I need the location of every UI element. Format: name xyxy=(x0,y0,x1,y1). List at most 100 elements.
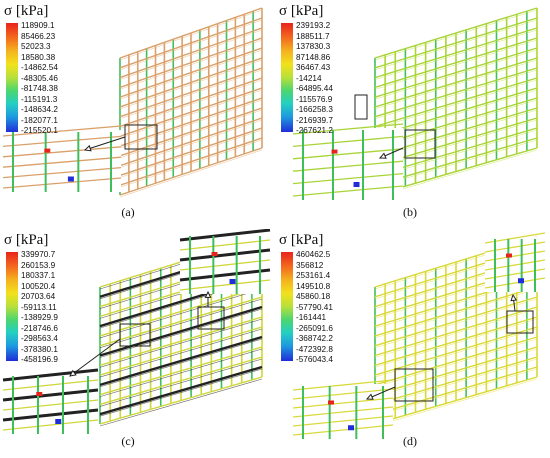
zoom-ledger xyxy=(292,135,404,148)
arrow-head xyxy=(510,293,518,302)
scaffold-ledger xyxy=(99,328,263,378)
legend-tick: 45860.18 xyxy=(296,292,331,301)
scaffold-ledger xyxy=(99,296,263,347)
zoom-ledger xyxy=(2,419,99,431)
zoom-ledger xyxy=(2,388,99,402)
scaffold-render xyxy=(2,7,263,198)
scaffold-ledger xyxy=(374,368,538,417)
pointer-arrow xyxy=(84,136,126,151)
zoom-ledger xyxy=(292,406,394,418)
scaffold-ledger xyxy=(99,286,263,337)
zoom-ledger xyxy=(2,368,99,382)
scaffold-ledger xyxy=(119,147,263,196)
scaffold-ledger xyxy=(119,57,263,108)
color-scale-bar xyxy=(281,23,293,132)
scaffold-ledger xyxy=(99,348,263,397)
color-scale-bar xyxy=(6,23,18,132)
panel-d: σ [kPa] 460462.5 356812 253161.4 149510.… xyxy=(275,229,550,458)
scaffold-ledger xyxy=(119,17,263,69)
scaffold-ledger xyxy=(99,358,263,407)
scaffold-ledger xyxy=(374,366,538,415)
scaffold-ledger xyxy=(374,67,538,118)
scaffold-ledger xyxy=(119,7,263,59)
scaffold-ledger xyxy=(374,57,538,108)
panel-caption: (b) xyxy=(403,205,417,219)
legend-tick: 18580.38 xyxy=(21,52,56,62)
scaffold-ledger xyxy=(119,49,263,100)
scaffold-ledger xyxy=(374,37,538,89)
panel-caption: (d) xyxy=(403,434,417,448)
legend-tick: -161441 xyxy=(296,313,327,322)
zoom-ledger xyxy=(179,279,271,291)
legend-unit: σ [kPa] xyxy=(279,232,324,248)
highlight-box xyxy=(404,129,436,159)
scaffold-render xyxy=(292,232,546,439)
scaffold-ledger xyxy=(119,109,263,159)
max-stress-marker xyxy=(44,148,51,153)
scaffold-ledger xyxy=(119,77,263,128)
legend-tick: 339970.7 xyxy=(21,250,56,259)
highlight-box xyxy=(354,94,368,120)
scaffold-ledger xyxy=(99,376,263,425)
scaffold-ledger xyxy=(374,27,538,79)
min-stress-marker xyxy=(348,425,354,431)
legend-tick: -14862.54 xyxy=(21,63,58,72)
legend-tick: -472392.8 xyxy=(296,344,333,354)
color-scale-bar xyxy=(281,252,293,361)
scaffold-structure xyxy=(119,7,263,198)
legend-tick: 100520.4 xyxy=(21,281,56,291)
scaffold-ledger xyxy=(119,69,263,119)
scaffold-ledger xyxy=(374,326,538,376)
scaffold-ledger xyxy=(119,119,263,168)
zoom-ledger xyxy=(2,146,122,158)
highlight-box xyxy=(197,306,225,330)
max-stress-marker xyxy=(328,400,334,405)
stress-legend: σ [kPa] 460462.5 356812 253161.4 149510.… xyxy=(279,232,333,368)
legend-tick: -215520.1 xyxy=(21,126,58,135)
zoom-ledger xyxy=(292,172,404,185)
scaffold-ledger xyxy=(374,356,538,406)
min-stress-marker xyxy=(229,279,236,284)
zoom-ledger xyxy=(2,399,99,411)
min-stress-marker xyxy=(353,182,360,187)
scaffold-ledger xyxy=(374,39,538,90)
legend-tick: 137830.3 xyxy=(296,42,331,51)
scaffold-ledger xyxy=(119,127,263,177)
scaffold-ledger xyxy=(99,346,263,396)
zoom-detail xyxy=(2,368,99,434)
zoom-detail xyxy=(2,125,122,192)
stress-legend: σ [kPa] 239193.2 188511.7 137830.3 87148… xyxy=(279,3,333,139)
scaffold-ledger xyxy=(119,19,263,71)
max-stress-marker xyxy=(211,252,218,256)
panel-a: σ [kPa] 118909.1 85466.23 52023.3 18580.… xyxy=(0,0,275,229)
color-scale-bar xyxy=(6,252,18,361)
scaffold-ledger xyxy=(119,37,263,89)
scaffold-ledger xyxy=(99,335,263,387)
zoom-ledger xyxy=(179,239,271,251)
zoom-ledger xyxy=(2,379,99,391)
scaffold-ledger xyxy=(99,338,263,388)
legend-tick: 253161.4 xyxy=(296,271,331,280)
scaffold-structure xyxy=(374,236,538,427)
arrow-head xyxy=(204,290,212,298)
scaffold-ledger xyxy=(119,27,263,79)
highlight-box xyxy=(394,368,434,402)
scaffold-ledger xyxy=(99,308,263,358)
legend-tick: -166258.3 xyxy=(296,105,333,114)
arrow-head xyxy=(69,369,77,377)
arrow-head xyxy=(378,152,387,159)
zoom-ledger xyxy=(292,123,404,135)
legend-tick: -458196.9 xyxy=(21,355,58,364)
scaffold-render xyxy=(292,7,538,200)
legend-tick: 87148.86 xyxy=(296,52,331,62)
legend-tick: -14214 xyxy=(296,73,322,83)
legend-tick: 85466.23 xyxy=(21,31,56,41)
scaffold-ledger xyxy=(119,89,263,139)
zoom-detail xyxy=(292,379,394,439)
legend-tick: -378380.1 xyxy=(21,344,58,354)
scaffold-ledger xyxy=(99,368,263,417)
zoom-detail-background xyxy=(180,234,270,294)
scaffold-ledger xyxy=(119,149,263,198)
scaffold-ledger xyxy=(374,318,538,368)
scaffold-ledger xyxy=(374,376,538,425)
